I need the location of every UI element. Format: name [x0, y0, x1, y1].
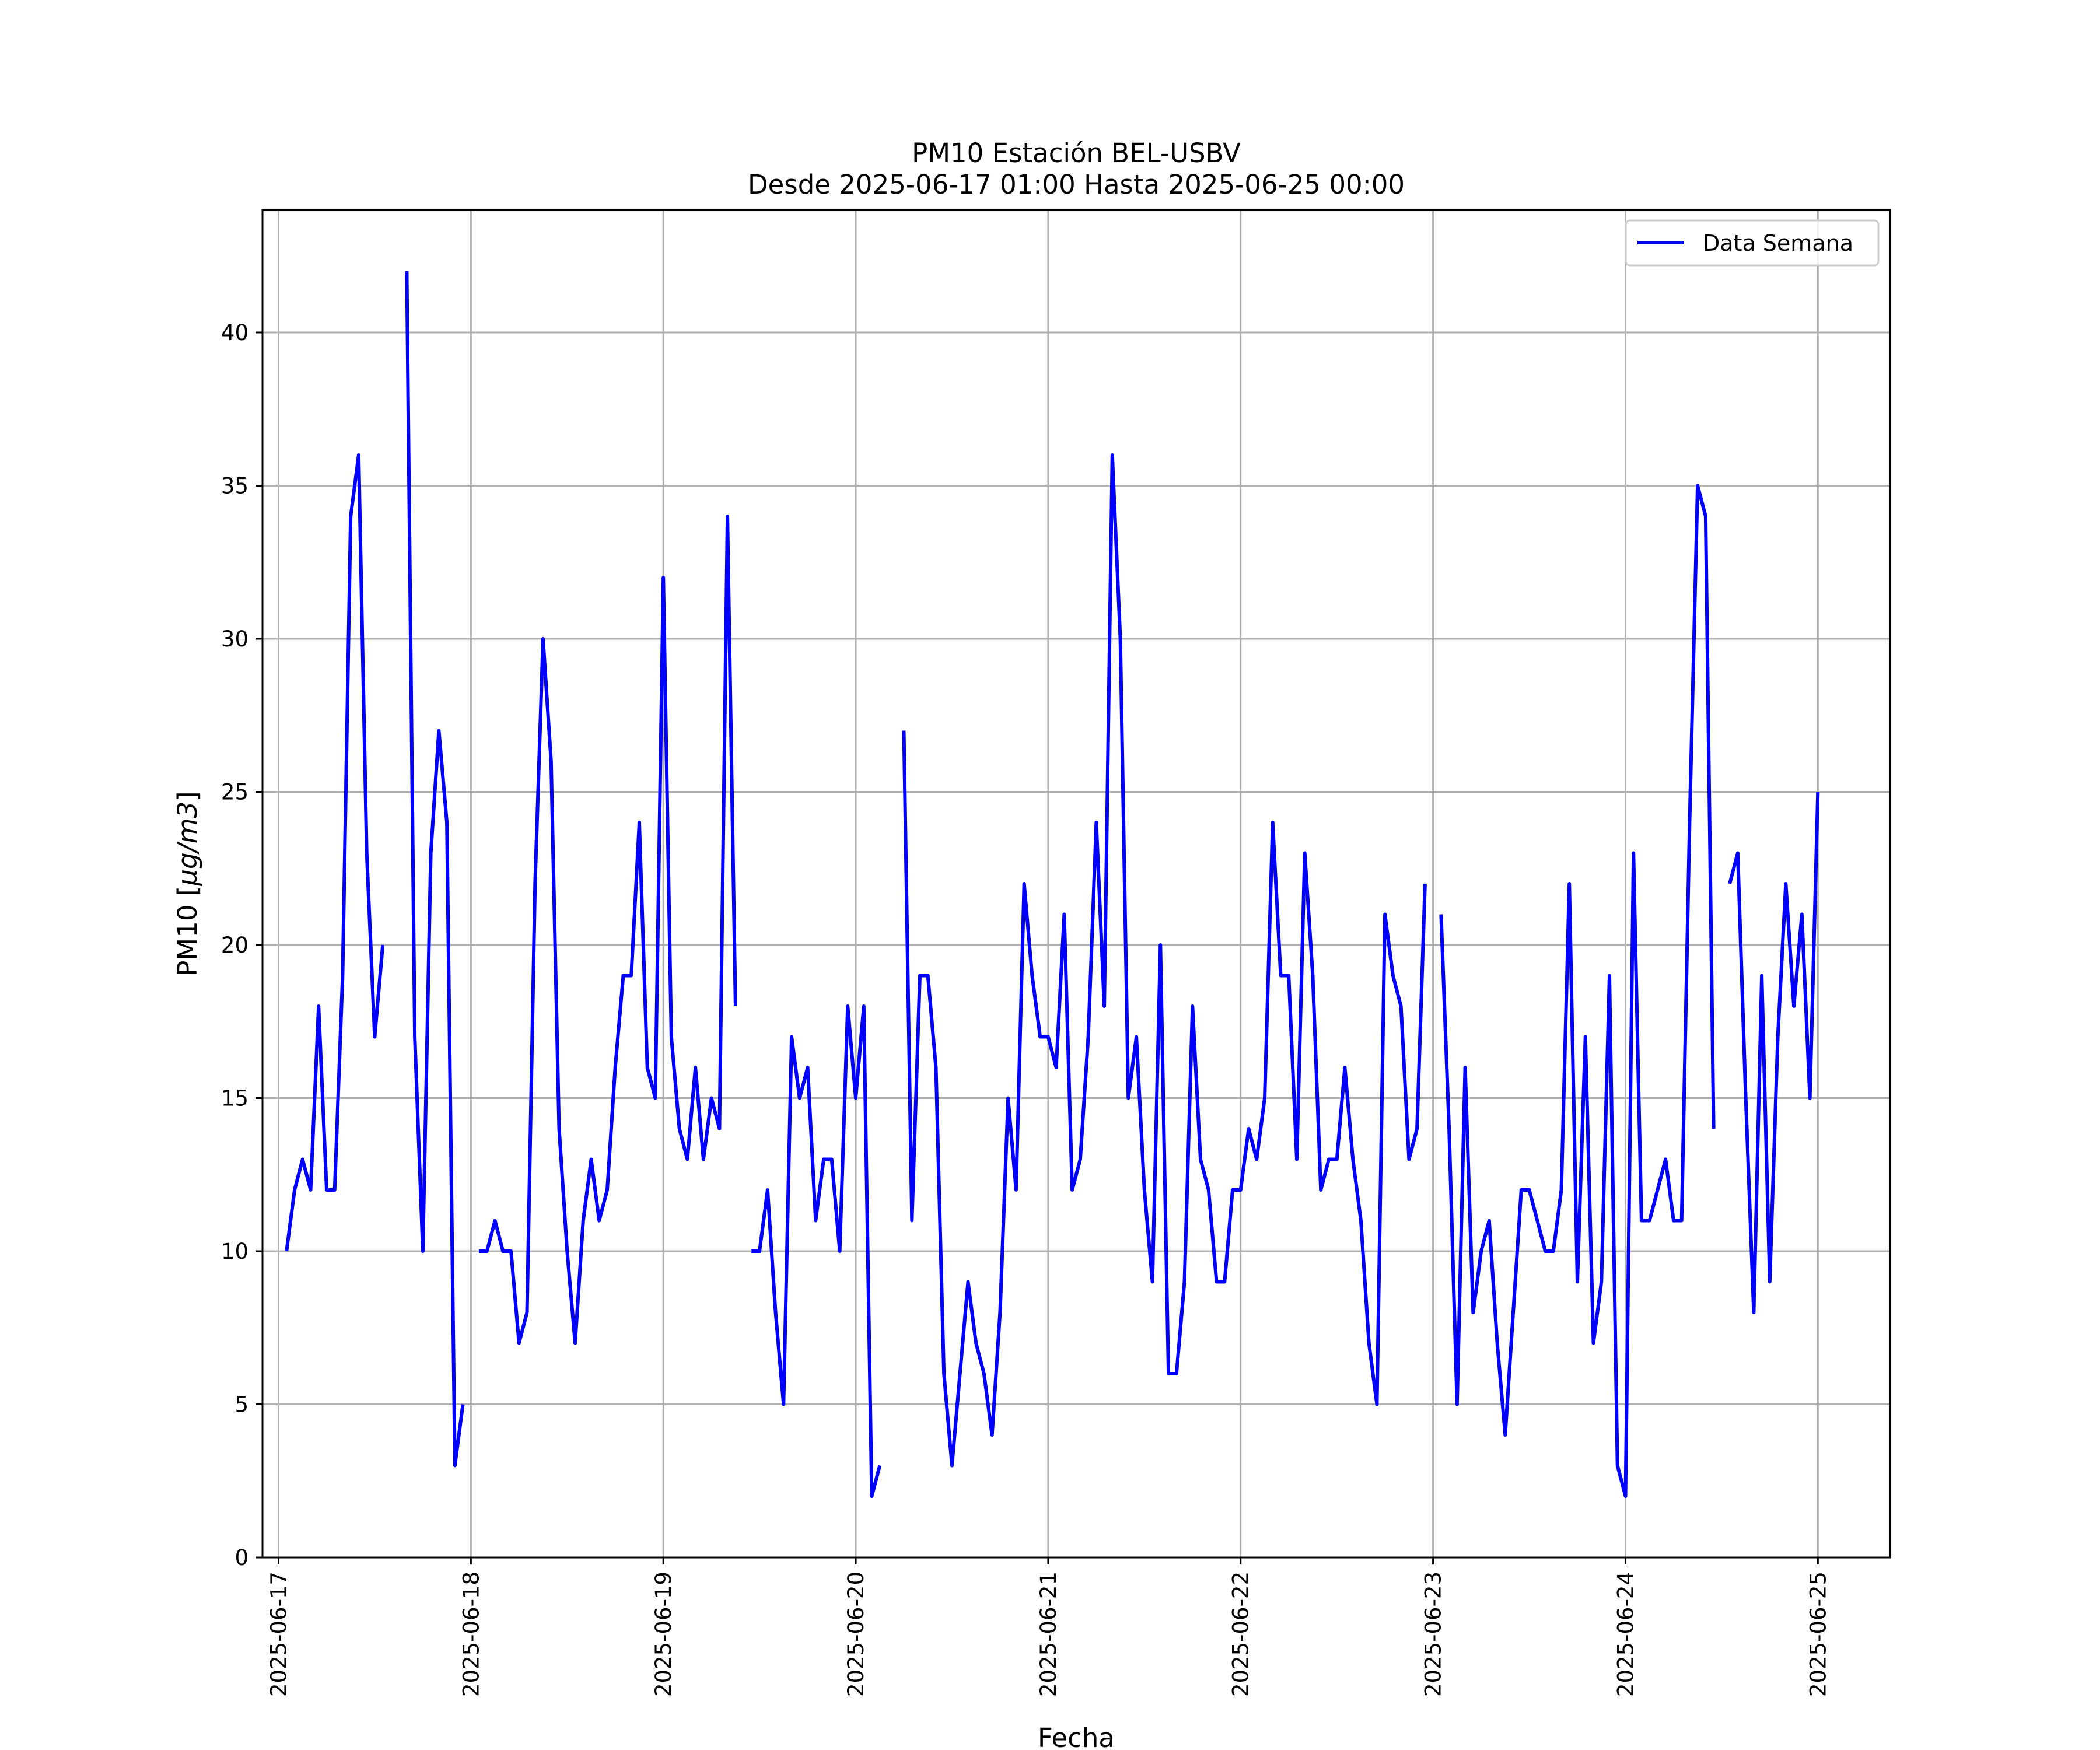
- x-tick-label: 2025-06-21: [1036, 1572, 1061, 1697]
- series-line-segment: [751, 1005, 882, 1498]
- y-axis: 0 5 10 15 20 25 30 35 40: [221, 320, 262, 1570]
- y-tick-label: 0: [235, 1545, 249, 1570]
- plot-frame: [261, 209, 1891, 1559]
- x-tick-label: 2025-06-19: [651, 1572, 676, 1697]
- legend: Data Semana: [1625, 219, 1880, 267]
- x-axis-label: Fecha: [1038, 1723, 1115, 1750]
- x-tick-label: 2025-06-23: [1421, 1572, 1446, 1697]
- x-tick-label: 2025-06-22: [1228, 1572, 1254, 1697]
- x-tick-label: 2025-06-20: [844, 1572, 869, 1697]
- y-tick-label: 5: [235, 1392, 249, 1418]
- y-tick-label: 40: [221, 320, 249, 345]
- x-tick-label: 2025-06-17: [266, 1572, 291, 1697]
- y-tick-label: 30: [221, 626, 249, 652]
- y-tick-label: 25: [221, 780, 249, 805]
- y-axis-label-unit: μg/m3: [172, 802, 203, 887]
- series-layer: [285, 271, 1820, 1498]
- y-axis-label-prefix: PM10 [: [172, 886, 203, 977]
- y-axis-label: PM10 [μg/m3]: [172, 791, 203, 976]
- y-axis-label-suffix: ]: [172, 791, 203, 802]
- series-line-segment: [479, 514, 737, 1345]
- series-line-segment: [1728, 792, 1820, 1314]
- y-tick-label: 35: [221, 474, 249, 499]
- y-tick-label: 10: [221, 1239, 249, 1264]
- series-line-segment: [902, 453, 1427, 1468]
- grid: [262, 210, 1890, 1559]
- series-line-segment: [1439, 484, 1716, 1498]
- legend-box: [1625, 219, 1880, 267]
- x-axis: 2025-06-17 2025-06-18 2025-06-19 2025-06-20…: [266, 1558, 1831, 1697]
- y-tick-label: 20: [221, 933, 249, 958]
- chart-subtitle: Desde 2025-06-17 01:00 Hasta 2025-06-25 …: [748, 169, 1405, 200]
- series-line-segment: [405, 271, 465, 1468]
- series-line-segment: [285, 453, 385, 1252]
- x-tick-label: 2025-06-18: [459, 1572, 484, 1697]
- x-tick-label: 2025-06-24: [1613, 1572, 1638, 1697]
- legend-label: Data Semana: [1703, 230, 1853, 256]
- chart-title: PM10 Estación BEL-USBV: [912, 138, 1241, 169]
- y-tick-label: 15: [221, 1086, 249, 1111]
- x-tick-label: 2025-06-25: [1805, 1572, 1831, 1697]
